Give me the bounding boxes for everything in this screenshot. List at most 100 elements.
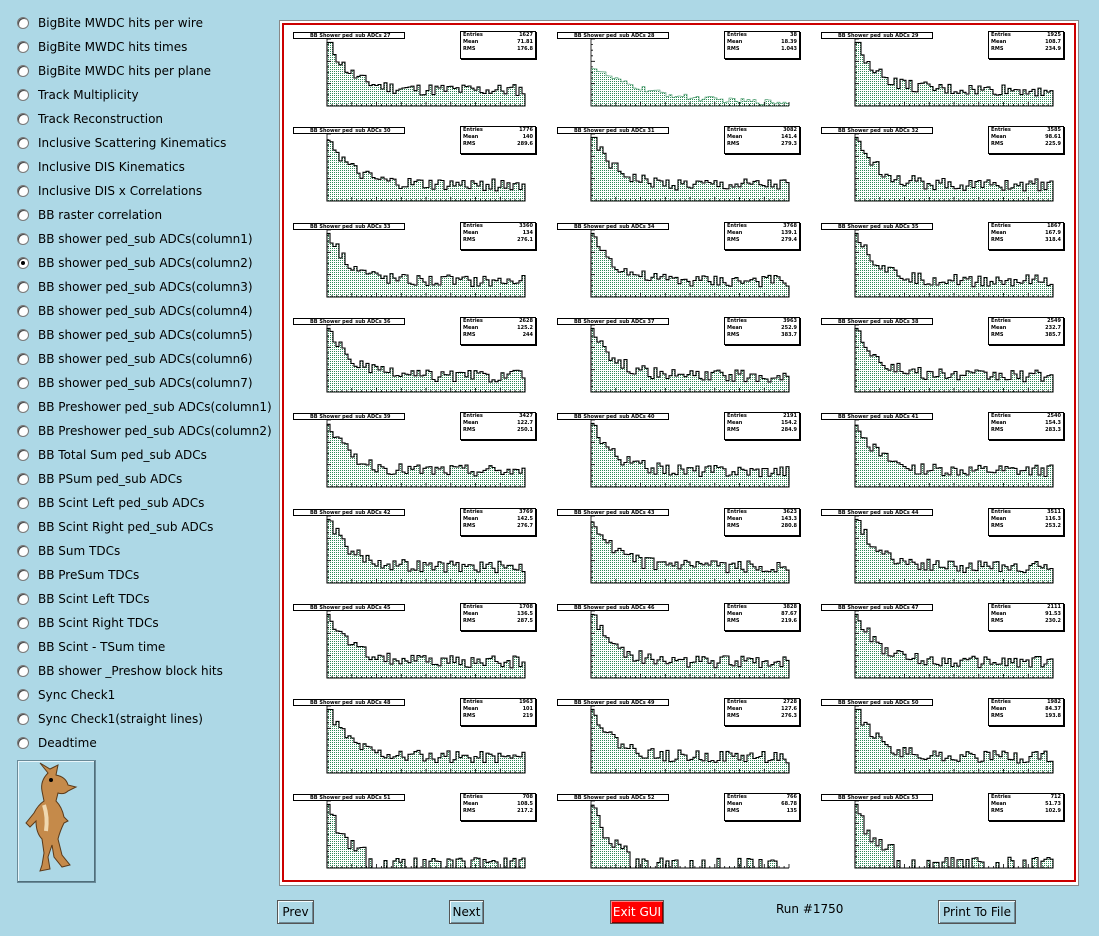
radio-option[interactable]: Inclusive Scattering Kinematics [17,131,226,155]
radio-option[interactable]: BB Total Sum ped_sub ADCs [17,443,207,467]
histogram-pad[interactable]: BB Shower ped_sub ADCs 48 Entries 1963 Mean… [284,692,548,787]
next-button[interactable]: Next [449,900,484,924]
radio-unselected-icon[interactable] [17,497,29,509]
radio-option[interactable]: BB Sum TDCs [17,539,120,563]
radio-option[interactable]: BB shower ped_sub ADCs(column7) [17,371,253,395]
radio-option[interactable]: BB Scint - TSum time [17,635,165,659]
radio-unselected-icon[interactable] [17,617,29,629]
radio-unselected-icon[interactable] [17,353,29,365]
radio-unselected-icon[interactable] [17,713,29,725]
radio-unselected-icon[interactable] [17,545,29,557]
histogram-bins [326,804,526,869]
radio-option[interactable]: Track Reconstruction [17,107,163,131]
histogram-pad[interactable]: BB Shower ped_sub ADCs 27 Entries 1627 Mean… [284,25,548,120]
histogram-pad[interactable]: BB Shower ped_sub ADCs 39 Entries 3427 Mean… [284,406,548,501]
histogram-pad[interactable]: BB Shower ped_sub ADCs 44 Entries 3511 Mean… [812,502,1076,597]
radio-unselected-icon[interactable] [17,209,29,221]
histogram-pad[interactable]: BB Shower ped_sub ADCs 36 Entries 2628 Mean… [284,311,548,406]
histogram-pad[interactable]: BB Shower ped_sub ADCs 33 Entries 3360 Mean… [284,216,548,311]
radio-unselected-icon[interactable] [17,305,29,317]
radio-option[interactable]: BB Preshower ped_sub ADCs(column1) [17,395,272,419]
radio-option[interactable]: BB raster correlation [17,203,162,227]
radio-unselected-icon[interactable] [17,281,29,293]
prev-button[interactable]: Prev [277,900,314,924]
radio-unselected-icon[interactable] [17,233,29,245]
radio-option[interactable]: BB Scint Left TDCs [17,587,150,611]
radio-unselected-icon[interactable] [17,89,29,101]
radio-option[interactable]: BB shower ped_sub ADCs(column6) [17,347,253,371]
radio-unselected-icon[interactable] [17,41,29,53]
radio-option[interactable]: BB Scint Right ped_sub ADCs [17,515,213,539]
stats-mean-label: Mean [463,515,479,522]
radio-option[interactable]: BB shower ped_sub ADCs(column5) [17,323,253,347]
radio-unselected-icon[interactable] [17,17,29,29]
histogram-pad[interactable]: BB Shower ped_sub ADCs 40 Entries 2191 Mean… [548,406,812,501]
histogram-pad[interactable]: BB Shower ped_sub ADCs 41 Entries 2540 Mean… [812,406,1076,501]
radio-option[interactable]: BB Scint Right TDCs [17,611,159,635]
radio-unselected-icon[interactable] [17,689,29,701]
radio-unselected-icon[interactable] [17,377,29,389]
histogram-pad[interactable]: BB Shower ped_sub ADCs 47 Entries 2111 Mean… [812,597,1076,692]
radio-option[interactable]: BB PreSum TDCs [17,563,139,587]
histogram-pad[interactable]: BB Shower ped_sub ADCs 28 Entries 38 Mean 18… [548,25,812,120]
histogram-pad[interactable]: BB Shower ped_sub ADCs 29 Entries 1925 Mean… [812,25,1076,120]
radio-unselected-icon[interactable] [17,665,29,677]
radio-unselected-icon[interactable] [17,473,29,485]
histogram-pad[interactable]: BB Shower ped_sub ADCs 31 Entries 3082 Mean… [548,120,812,215]
radio-unselected-icon[interactable] [17,113,29,125]
radio-unselected-icon[interactable] [17,65,29,77]
histogram-pad[interactable]: BB Shower ped_sub ADCs 50 Entries 1982 Mean… [812,692,1076,787]
histogram-pad[interactable]: BB Shower ped_sub ADCs 34 Entries 3768 Mean… [548,216,812,311]
radio-unselected-icon[interactable] [17,137,29,149]
radio-option[interactable]: BB shower ped_sub ADCs(column1) [17,227,253,251]
radio-unselected-icon[interactable] [17,185,29,197]
radio-unselected-icon[interactable] [17,449,29,461]
histogram-pad[interactable]: BB Shower ped_sub ADCs 45 Entries 1708 Mean… [284,597,548,692]
histogram-pad[interactable]: BB Shower ped_sub ADCs 35 Entries 1867 Mean… [812,216,1076,311]
radio-option[interactable]: BB shower ped_sub ADCs(column2) [17,251,253,275]
histogram-pad[interactable]: BB Shower ped_sub ADCs 32 Entries 3585 Mean… [812,120,1076,215]
radio-option[interactable]: BB shower ped_sub ADCs(column4) [17,299,253,323]
histogram-pad[interactable]: BB Shower ped_sub ADCs 30 Entries 1776 Mean… [284,120,548,215]
print-to-file-button[interactable]: Print To File [938,900,1016,924]
histogram-pad[interactable]: BB Shower ped_sub ADCs 49 Entries 2728 Mean… [548,692,812,787]
radio-unselected-icon[interactable] [17,641,29,653]
radio-option[interactable]: BB shower _Preshow block hits [17,659,223,683]
radio-option[interactable]: BB Preshower ped_sub ADCs(column2) [17,419,272,443]
radio-option[interactable]: BB PSum ped_sub ADCs [17,467,182,491]
radio-unselected-icon[interactable] [17,401,29,413]
histogram-pad[interactable]: BB Shower ped_sub ADCs 42 Entries 3769 Mean… [284,502,548,597]
histogram-pad[interactable]: BB Shower ped_sub ADCs 52 Entries 766 Mean 6… [548,787,812,882]
radio-option[interactable]: Deadtime [17,731,97,755]
radio-option[interactable]: BigBite MWDC hits per wire [17,11,203,35]
histogram-pad[interactable]: BB Shower ped_sub ADCs 51 Entries 708 Mean 1… [284,787,548,882]
histogram-pad[interactable]: BB Shower ped_sub ADCs 37 Entries 3963 Mean… [548,311,812,406]
radio-option[interactable]: Inclusive DIS Kinematics [17,155,185,179]
exit-gui-button[interactable]: Exit GUI [610,900,664,924]
radio-unselected-icon[interactable] [17,329,29,341]
histogram-pad[interactable]: BB Shower ped_sub ADCs 53 Entries 712 Mean 5… [812,787,1076,882]
radio-option[interactable]: Sync Check1 [17,683,115,707]
radio-selected-icon[interactable] [17,257,29,269]
histogram-pad[interactable]: BB Shower ped_sub ADCs 46 Entries 3828 Mean… [548,597,812,692]
histogram-title: BB Shower ped_sub ADCs 48 [293,699,405,707]
stats-entries-label: Entries [727,127,747,134]
histogram-canvas[interactable]: BB Shower ped_sub ADCs 27 Entries 1627 Mean… [282,23,1076,882]
histogram-pad[interactable]: BB Shower ped_sub ADCs 38 Entries 2549 Mean… [812,311,1076,406]
stats-mean-label: Mean [463,324,479,331]
radio-option[interactable]: BB shower ped_sub ADCs(column3) [17,275,253,299]
radio-unselected-icon[interactable] [17,593,29,605]
radio-unselected-icon[interactable] [17,569,29,581]
stats-rms-value: 289.6 [517,141,533,148]
radio-unselected-icon[interactable] [17,737,29,749]
radio-option[interactable]: BB Scint Left ped_sub ADCs [17,491,204,515]
radio-option[interactable]: Inclusive DIS x Correlations [17,179,202,203]
radio-unselected-icon[interactable] [17,425,29,437]
radio-unselected-icon[interactable] [17,161,29,173]
histogram-pad[interactable]: BB Shower ped_sub ADCs 43 Entries 3623 Mean… [548,502,812,597]
radio-option[interactable]: BigBite MWDC hits times [17,35,187,59]
radio-unselected-icon[interactable] [17,521,29,533]
radio-option[interactable]: Track Multiplicity [17,83,139,107]
radio-option[interactable]: Sync Check1(straight lines) [17,707,203,731]
radio-option[interactable]: BigBite MWDC hits per plane [17,59,211,83]
